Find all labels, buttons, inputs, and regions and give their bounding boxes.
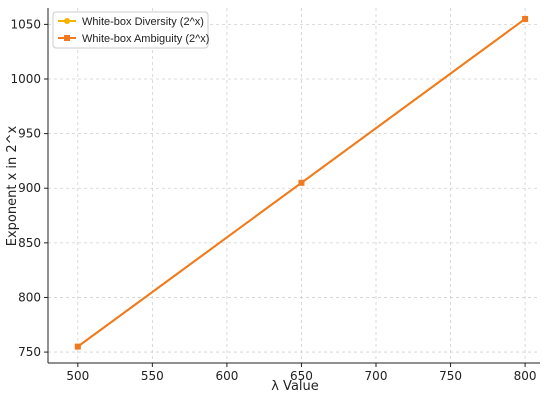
x-tick-label: 800 — [514, 369, 537, 383]
x-tick-label: 650 — [290, 369, 313, 383]
data-point — [74, 343, 81, 350]
legend-box — [52, 11, 209, 49]
x-tick-label: 600 — [215, 369, 238, 383]
x-ticks: 500 550 600 650 700 750 800 — [66, 363, 537, 383]
data-point — [298, 179, 305, 186]
y-tick-label: 800 — [18, 290, 41, 304]
legend-label: White-box Ambiguity (2^x) — [82, 33, 209, 45]
y-tick-label: 900 — [18, 181, 41, 195]
x-tick-label: 550 — [141, 369, 164, 383]
axes — [47, 8, 540, 364]
y-tick-label: 1050 — [10, 17, 41, 31]
y-tick-label: 1000 — [10, 72, 41, 86]
x-tick-label: 700 — [365, 369, 388, 383]
y-tick-label: 950 — [18, 127, 41, 141]
series-ambiguity — [74, 15, 529, 350]
y-tick-label: 750 — [18, 345, 41, 359]
legend-label: White-box Diversity (2^x) — [82, 16, 204, 28]
x-tick-label: 500 — [66, 369, 89, 383]
legend-marker — [64, 18, 70, 24]
legend-item: White-box Ambiguity (2^x) — [58, 33, 209, 45]
x-axis-label: λ Value — [271, 379, 319, 394]
series-group — [74, 15, 529, 350]
legend-item: White-box Diversity (2^x) — [58, 16, 204, 28]
y-axis-label: Exponent x in 2^x — [5, 125, 20, 246]
x-tick-label: 750 — [439, 369, 462, 383]
legend: White-box Diversity (2^x) White-box Ambig… — [52, 11, 209, 49]
y-ticks: 750 800 850 900 950 1000 1050 — [10, 17, 48, 359]
legend-marker — [64, 35, 70, 41]
y-tick-label: 850 — [18, 236, 41, 250]
data-point — [522, 15, 529, 22]
